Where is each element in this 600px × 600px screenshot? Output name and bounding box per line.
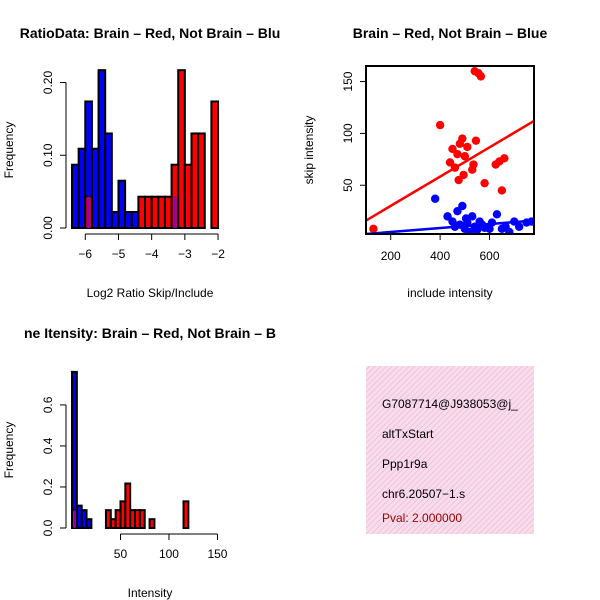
- intensity-histogram-ylabel: Frequency: [2, 422, 16, 479]
- intensity-histogram-bars: [71, 370, 190, 530]
- scatter-x-tick-label-2: 600: [480, 249, 500, 263]
- intensity-scatter-panel: Brain – Red, Not Brain – Blue 200 400 600 5…: [302, 25, 547, 300]
- ratio-hist-overlap-bar-0: [86, 196, 91, 228]
- scatter-blue-point-0: [430, 194, 440, 203]
- ratio-histogram-ylabel: Frequency: [2, 122, 16, 179]
- ratio-histogram-xlabel: Log2 Ratio Skip/Include: [87, 286, 214, 300]
- ratio-histogram-bars: [71, 69, 220, 230]
- ratio-hist-x-tick-label-4: −2: [211, 247, 225, 261]
- scatter-blue-fit-line: [366, 219, 534, 234]
- scatter-blue-point-24: [514, 222, 524, 231]
- ratio-hist-red-bar-10: [197, 132, 206, 229]
- intensity-hist-y-tick-label-0: 0.0: [41, 519, 55, 536]
- intensity-hist-y-tick-label-1: 0.2: [41, 478, 55, 495]
- scatter-red-point-8: [458, 134, 467, 143]
- ratio-hist-x-tick-label-1: −5: [112, 247, 126, 261]
- intensity-histogram-title: ne Itensity: Brain – Red, Not Brain – B: [24, 325, 276, 341]
- intensity-scatter-marks: [366, 66, 534, 234]
- scatter-red-point-9: [459, 170, 468, 180]
- scatter-plot-frame: [365, 65, 535, 235]
- info-line-gene: Ppp1r9a: [382, 457, 428, 471]
- ratio-histogram-panel: RatioData: Brain – Red, Not Brain – Blu …: [2, 25, 280, 300]
- scatter-blue-point-19: [492, 210, 502, 219]
- scatter-red-point-22: [500, 154, 509, 163]
- intensity-hist-x-tick-label-1: 100: [159, 547, 179, 561]
- scatter-red-point-11: [463, 142, 472, 152]
- info-box-background: [366, 366, 534, 534]
- scatter-red-point-5: [453, 149, 462, 159]
- scatter-red-point-18: [480, 178, 489, 188]
- scatter-y-tick-label-1: 100: [341, 123, 355, 143]
- scatter-blue-point-22: [505, 227, 514, 234]
- scatter-blue-point-6: [458, 201, 467, 211]
- info-panel: G7087714@J938053@j_ altTxStart Ppp1r9a c…: [366, 366, 534, 534]
- ratio-hist-blue-bar-7: [117, 179, 127, 230]
- scatter-red-point-21: [497, 186, 507, 195]
- scatter-red-point-17: [476, 72, 486, 81]
- scatter-x-tick-label-0: 200: [381, 249, 401, 263]
- intensity-hist-blue-bar-0: [71, 370, 78, 529]
- intensity-hist-overlap-bar-0: [73, 510, 76, 528]
- scatter-red-point-1: [435, 120, 445, 130]
- intensity-hist-blue-bar-3: [85, 518, 93, 530]
- intensity-hist-x-tick-label-2: 150: [207, 547, 227, 561]
- intensity-histogram-panel: ne Itensity: Brain – Red, Not Brain – B …: [2, 325, 276, 600]
- intensity-scatter-title: Brain – Red, Not Brain – Blue: [353, 25, 548, 41]
- intensity-scatter-xlabel: include intensity: [407, 286, 492, 300]
- scatter-red-fit-line: [366, 119, 534, 222]
- ratio-hist-y-tick-label-0: 0.00: [41, 216, 55, 240]
- info-line-locus: chr6.20507−1.s: [382, 487, 465, 501]
- ratio-histogram-axes: −6 −5 −4 −3 −2 0.00 0.10 0.20: [41, 71, 225, 261]
- ratio-hist-blue-bar-5: [104, 132, 113, 229]
- ratio-hist-y-tick-label-1: 0.10: [41, 143, 55, 167]
- ratio-hist-red-bar-7: [177, 69, 186, 229]
- intensity-hist-y-tick-label-2: 0.4: [41, 437, 55, 454]
- scatter-blue-point-11: [468, 212, 477, 221]
- scatter-y-tick-label-0: 50: [341, 178, 355, 192]
- ratio-hist-red-bar-11: [210, 100, 220, 229]
- scatter-plot-area: [366, 66, 534, 234]
- intensity-hist-red-bar-5: [124, 482, 132, 530]
- intensity-histogram-axes: 50 100 150 0.0 0.2 0.4 0.6: [41, 396, 228, 561]
- intensity-scatter-axes: 200 400 600 50 100 150: [341, 65, 535, 263]
- intensity-hist-y-tick-label-3: 0.6: [41, 396, 55, 413]
- scatter-y-tick-label-2: 150: [341, 71, 355, 91]
- scatter-red-point-0: [369, 224, 378, 234]
- intensity-hist-x-tick-label-0: 50: [114, 547, 128, 561]
- info-line-pval: Pval: 2.000000: [382, 511, 462, 525]
- ratio-hist-y-tick-label-2: 0.20: [41, 71, 55, 95]
- scatter-x-tick-label-1: 400: [430, 249, 450, 263]
- scatter-red-point-10: [460, 152, 470, 161]
- scatter-red-point-13: [469, 160, 478, 169]
- intensity-hist-red-bar-10: [182, 500, 190, 530]
- intensity-hist-red-bar-8: [138, 509, 146, 529]
- info-line-id: G7087714@J938053@j_: [382, 397, 518, 411]
- ratio-histogram-title: RatioData: Brain – Red, Not Brain – Blu: [20, 25, 281, 41]
- ratio-hist-overlap-bar-6: [173, 196, 177, 228]
- ratio-hist-x-tick-label-3: −3: [178, 247, 192, 261]
- info-line-type: altTxStart: [382, 427, 434, 441]
- scatter-red-point-15: [471, 136, 481, 145]
- ratio-hist-x-tick-label-0: −6: [78, 247, 92, 261]
- ratio-hist-x-tick-label-2: −4: [145, 247, 159, 261]
- intensity-hist-red-bar-9: [148, 518, 156, 530]
- intensity-histogram-xlabel: Intensity: [128, 586, 173, 600]
- intensity-scatter-ylabel: skip intensity: [302, 116, 316, 185]
